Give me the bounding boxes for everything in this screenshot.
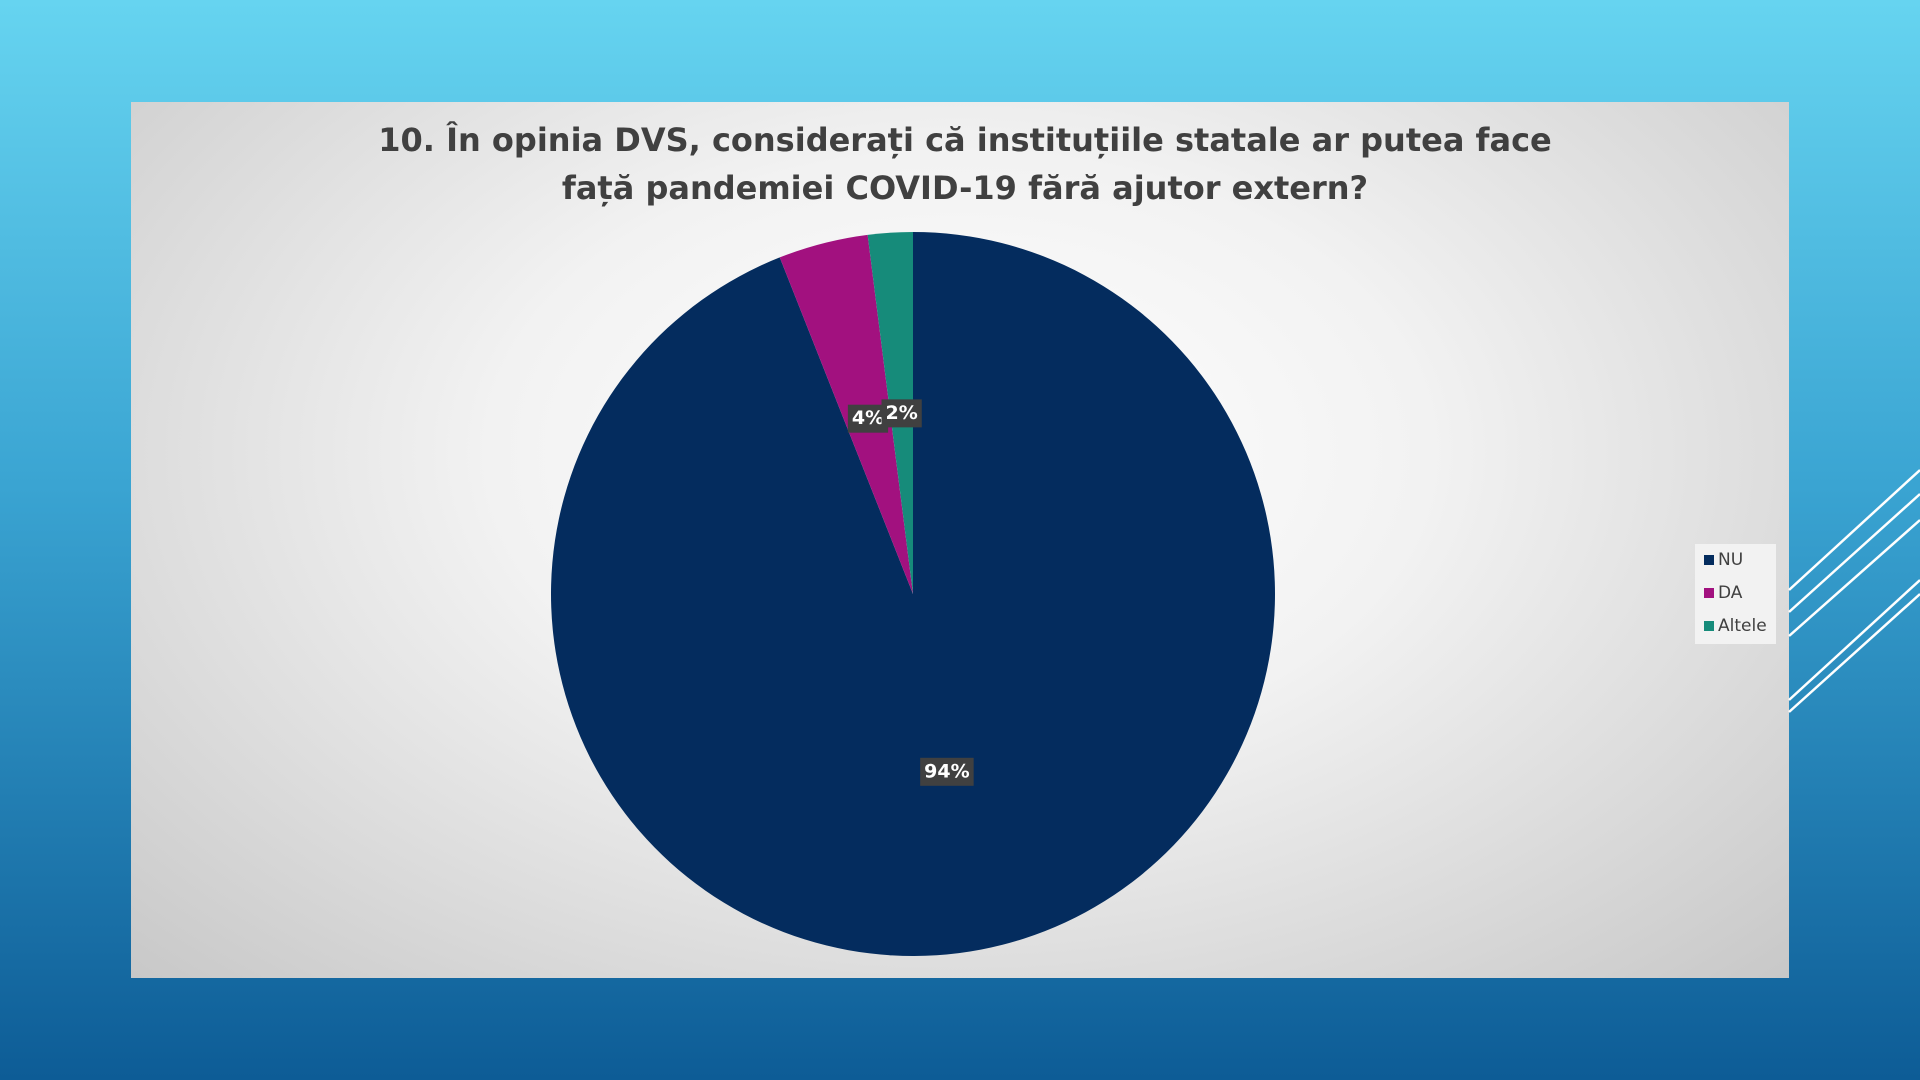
legend-label: Altele: [1718, 616, 1767, 636]
pie-slice: [551, 232, 1276, 956]
legend-label: NU: [1718, 550, 1743, 570]
data-label-box: [881, 399, 922, 428]
data-label: 2%: [881, 399, 922, 428]
pie-slice: [779, 234, 913, 594]
data-label-box: [920, 757, 974, 786]
data-label-text: 94%: [924, 760, 969, 782]
data-label-text: 4%: [852, 407, 884, 429]
legend-swatch: [1704, 588, 1714, 598]
data-label: 4%: [847, 404, 889, 433]
legend-swatch: [1704, 621, 1714, 631]
chart-title: 10. În opinia DVS, considerați că instit…: [378, 121, 1552, 207]
data-label: 94%: [920, 757, 974, 786]
data-label-text: 2%: [886, 402, 918, 424]
legend-swatch: [1704, 555, 1714, 565]
data-label-box: [847, 404, 889, 433]
legend-label: DA: [1718, 583, 1743, 603]
